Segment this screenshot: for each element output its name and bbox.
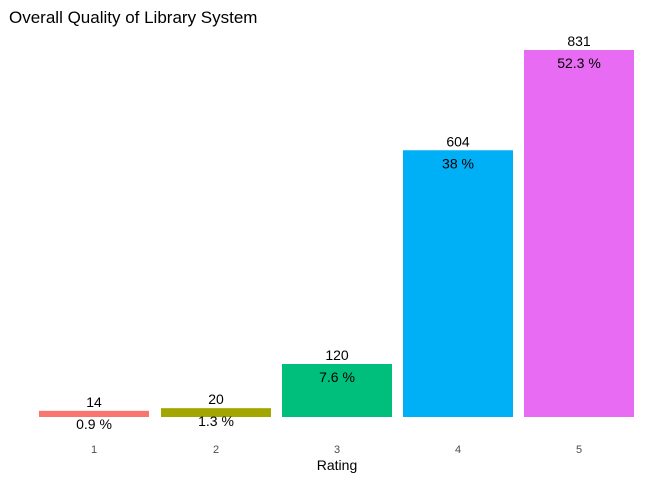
- x-axis-ticks: 1 2 3 4 5: [91, 444, 582, 456]
- labels-group: 14 0.9 % 20 1.3 % 120 7.6 % 604 38 % 831 52.3 %: [76, 33, 601, 432]
- count-label-5: 831: [567, 33, 591, 49]
- x-tick-label-5: 5: [576, 444, 582, 456]
- count-label-3: 120: [325, 347, 349, 363]
- percent-label-3: 7.6 %: [319, 369, 355, 385]
- x-tick-label-1: 1: [91, 444, 97, 456]
- bar-rating-3: [282, 364, 392, 417]
- percent-label-5: 52.3 %: [557, 55, 601, 71]
- bar-rating-5: [524, 50, 634, 417]
- bar-rating-4: [403, 150, 513, 417]
- bar-rating-1: [39, 410, 149, 417]
- percent-label-2: 1.3 %: [198, 413, 234, 429]
- x-tick-label-4: 4: [455, 444, 461, 456]
- percent-label-1: 0.9 %: [76, 416, 112, 432]
- bars-group: [39, 50, 634, 417]
- count-label-2: 20: [208, 391, 224, 407]
- x-tick-label-2: 2: [213, 444, 219, 456]
- count-label-4: 604: [446, 133, 470, 149]
- count-label-1: 14: [86, 394, 102, 410]
- x-tick-label-3: 3: [334, 444, 340, 456]
- percent-label-4: 38 %: [442, 155, 474, 171]
- x-axis-title: Rating: [317, 457, 357, 473]
- chart-title: Overall Quality of Library System: [9, 8, 257, 27]
- bar-rating-2: [161, 408, 271, 417]
